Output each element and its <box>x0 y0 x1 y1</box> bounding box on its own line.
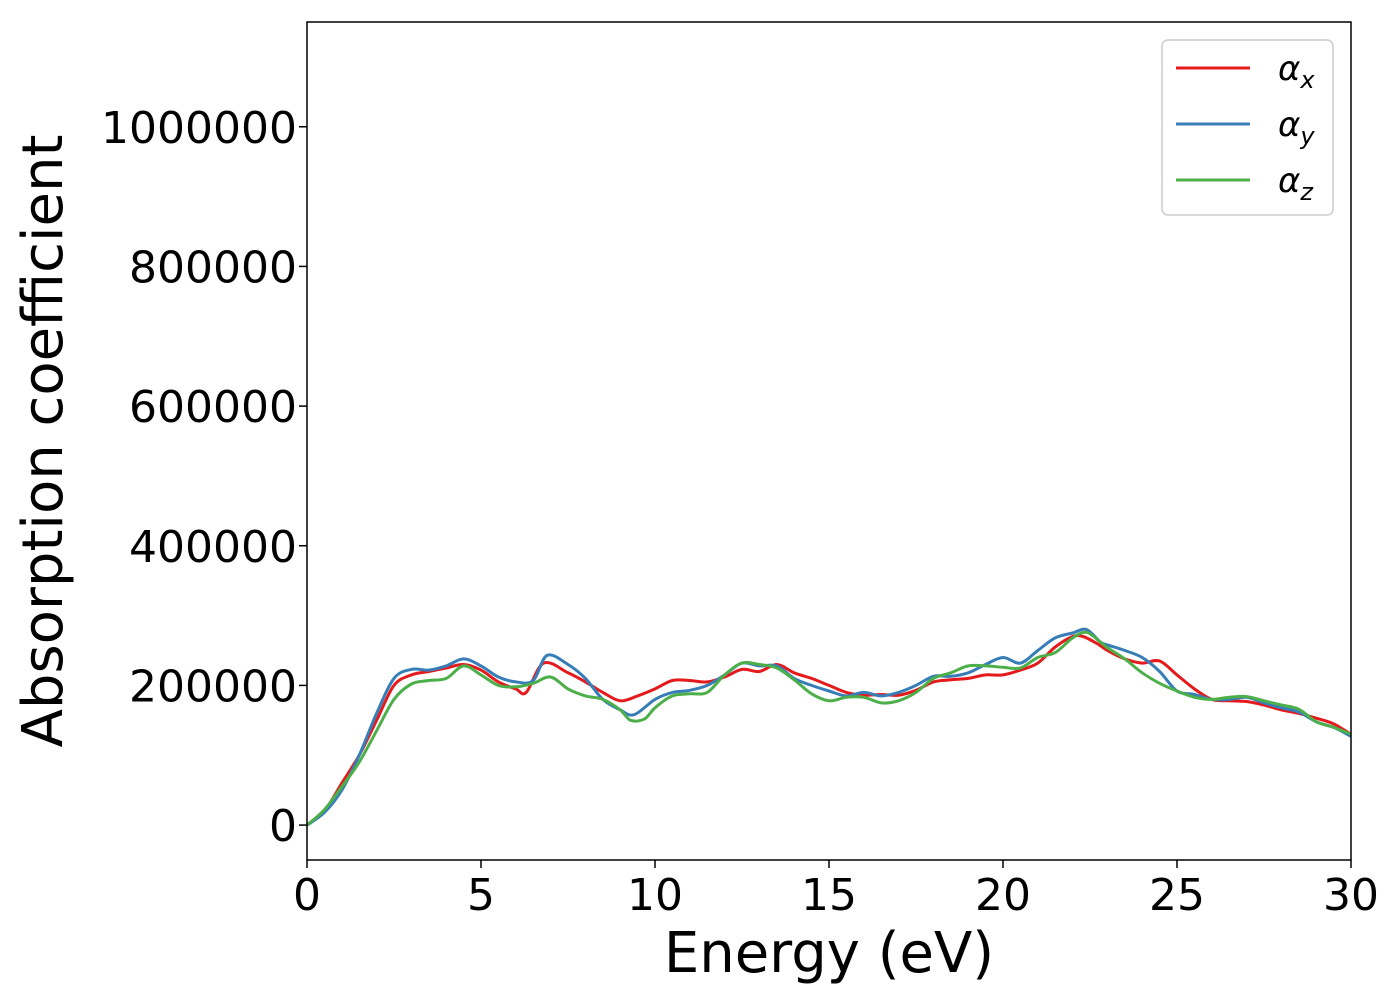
y-tick-label: 600000 <box>129 382 297 433</box>
legend-label-z: αz <box>1278 161 1314 206</box>
series-layer <box>305 627 1352 827</box>
x-axis: 0 5 10 15 20 25 30 <box>293 860 1379 921</box>
x-tick-label: 15 <box>801 870 857 921</box>
y-axis-label: Absorption coefficient <box>11 135 76 748</box>
series-line-x <box>306 633 1352 827</box>
series-line-y <box>306 627 1352 827</box>
y-tick-label: 1000000 <box>101 103 297 154</box>
y-tick-label: 800000 <box>129 242 297 293</box>
x-tick-label: 30 <box>1323 870 1379 921</box>
y-tick-label: 400000 <box>129 522 297 573</box>
x-tick-label: 10 <box>627 870 683 921</box>
y-tick-label: 200000 <box>129 661 297 712</box>
series-line-z <box>305 630 1352 827</box>
y-axis: 0 200000 400000 600000 800000 1000000 <box>101 103 307 852</box>
y-tick-label: 0 <box>269 801 297 852</box>
x-tick-label: 0 <box>293 870 321 921</box>
x-axis-label: Energy (eV) <box>664 921 994 986</box>
x-tick-label: 20 <box>975 870 1031 921</box>
x-tick-label: 25 <box>1149 870 1205 921</box>
legend-box <box>1161 39 1334 216</box>
x-tick-label: 5 <box>467 870 495 921</box>
